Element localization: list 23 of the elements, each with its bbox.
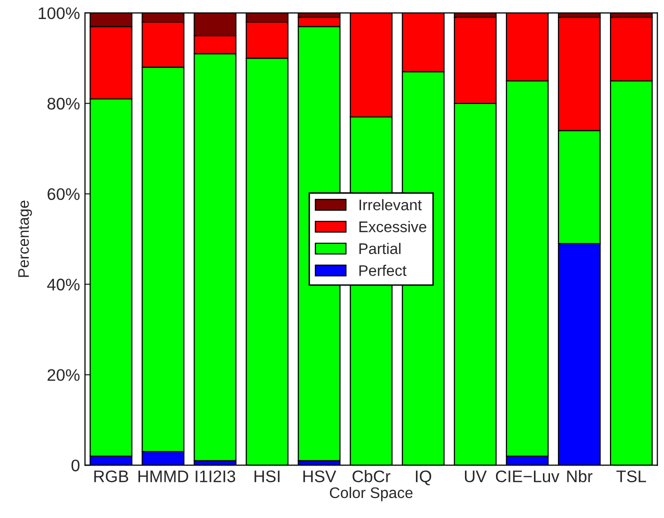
x-tick-label: TSL (616, 470, 646, 482)
y-tick-label: 60% (48, 188, 80, 200)
y-tick-label: 40% (47, 278, 80, 290)
y-tick-label: 80% (48, 98, 80, 110)
x-tick-label: HSV (303, 470, 336, 482)
x-tick-label: UV (464, 470, 487, 482)
x-axis-title: Color Space (330, 486, 413, 502)
legend-label: Excessive (359, 220, 426, 232)
legend-label: Partial (359, 242, 400, 254)
y-axis-title: Percentage (18, 200, 32, 277)
x-tick-label: HSI (254, 470, 280, 482)
x-tick-label: CIE−Luv (496, 470, 560, 482)
x-tick-label: HMMD (138, 470, 188, 482)
x-tick-label: IQ (416, 470, 432, 486)
x-tick-label: I1I2I3 (196, 470, 236, 482)
y-tick-label: 0 (72, 460, 80, 472)
legend-label: Perfect (359, 264, 406, 276)
y-tick-label: 20% (48, 369, 80, 381)
legend-label: Irrelevant (360, 199, 422, 210)
y-tick-label: 100% (38, 7, 80, 20)
x-tick-label: CbCr (352, 470, 390, 482)
x-tick-label: RGB (94, 470, 128, 482)
x-tick-label: Nbr (567, 470, 592, 482)
